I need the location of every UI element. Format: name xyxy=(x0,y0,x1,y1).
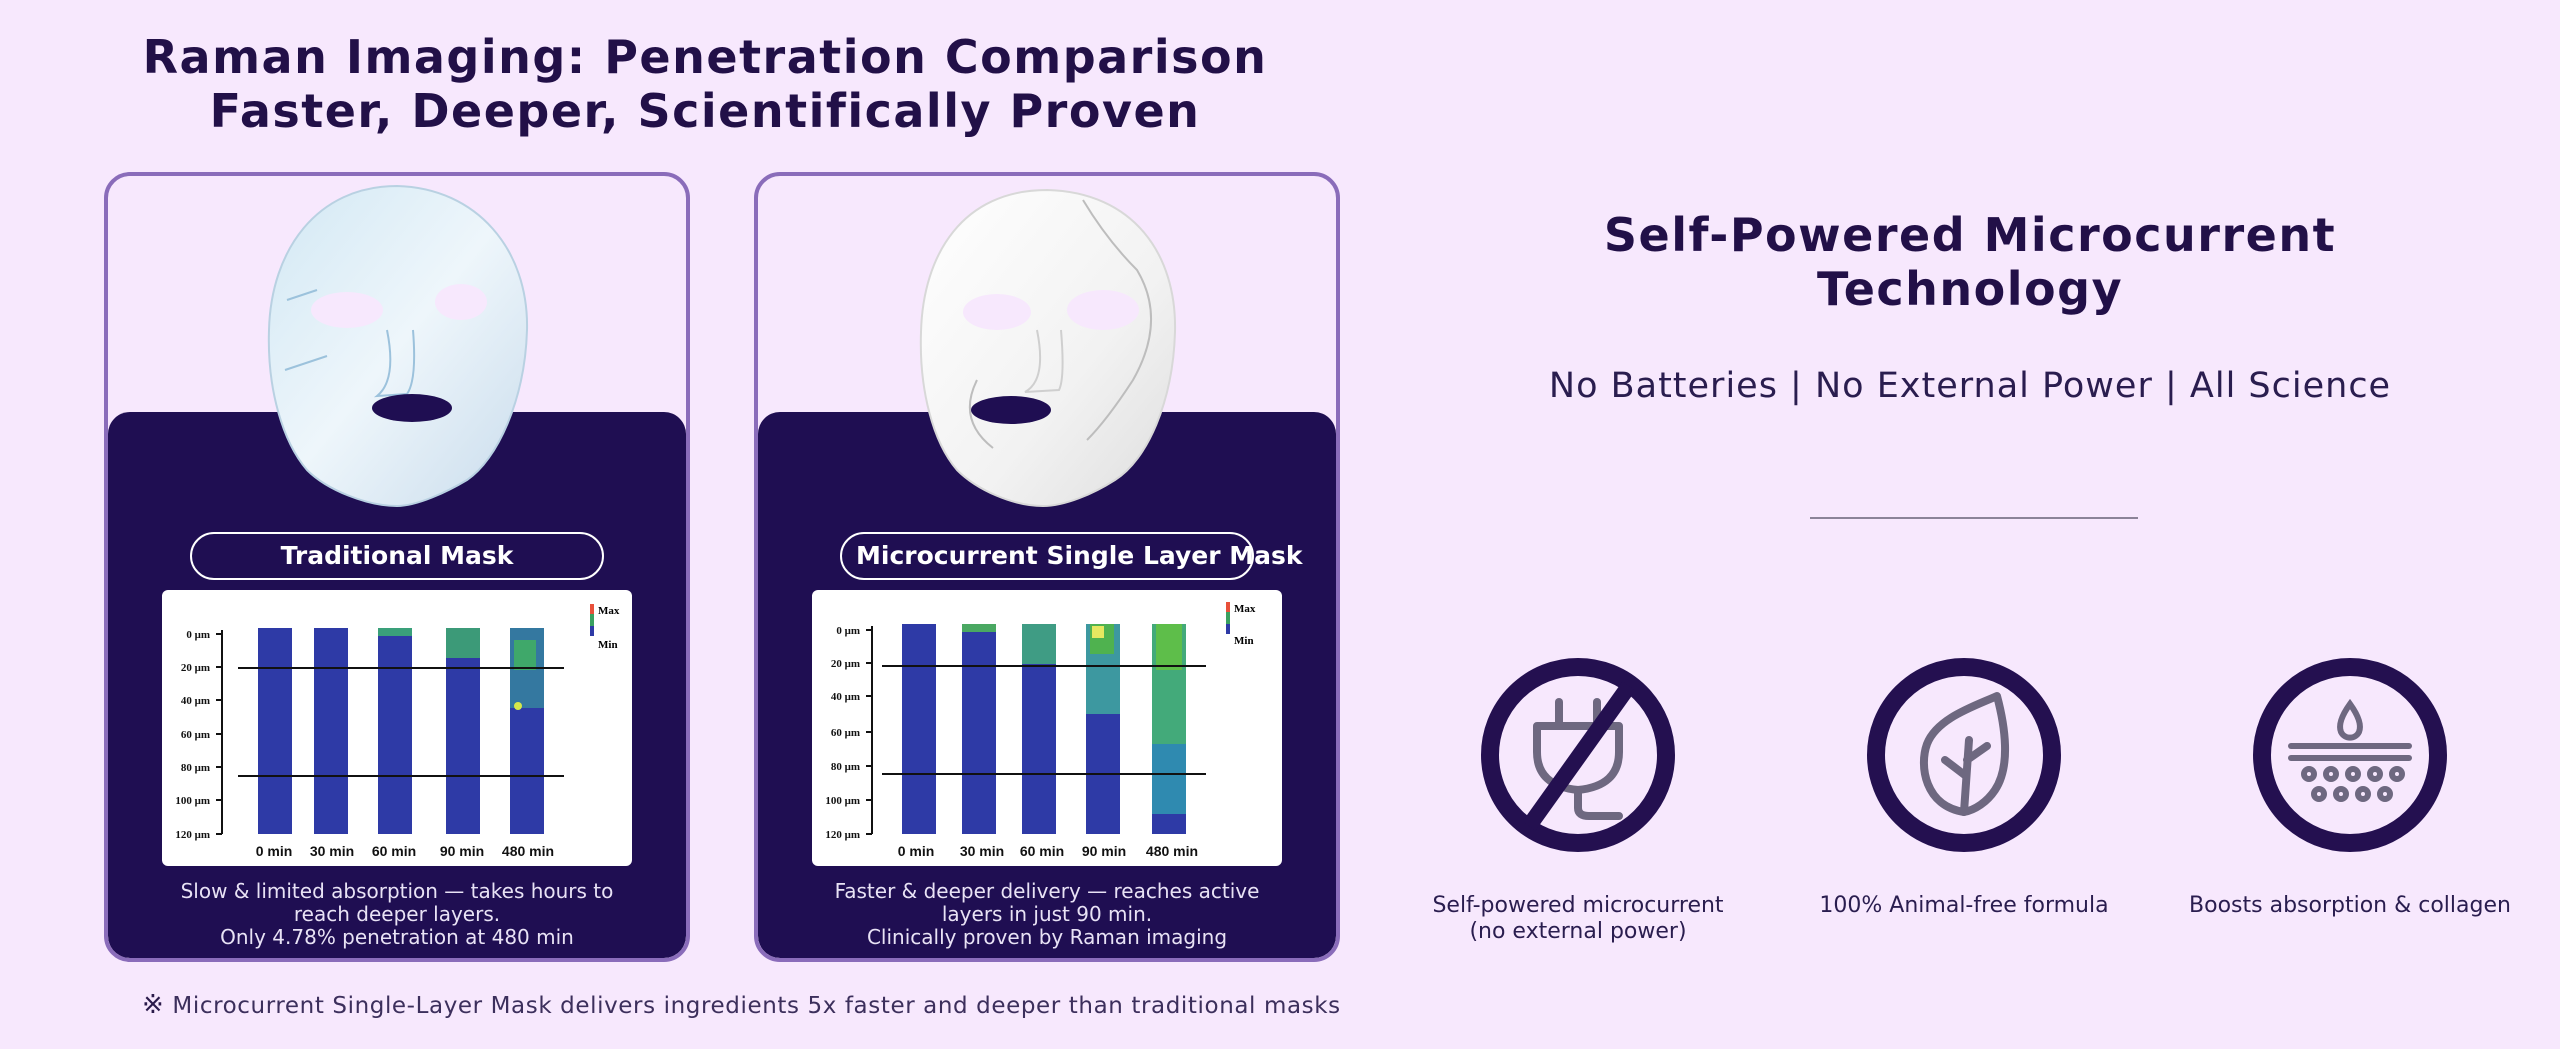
y-tick-100: 100 μm xyxy=(175,795,210,807)
microcurrent-raman-chart: 0 μm 20 μm 40 μm 60 μm 80 μm 100 μm 120 … xyxy=(812,590,1282,866)
x-label-30: 30 min xyxy=(310,843,354,859)
comparison-title: Raman Imaging: Penetration Comparison Fa… xyxy=(100,30,1310,138)
section-divider xyxy=(1810,517,2138,519)
y-tick-20: 20 μm xyxy=(181,662,210,674)
y-tick-0: 0 μm xyxy=(186,629,210,641)
feature-label-line: 100% Animal-free formula xyxy=(1819,893,2109,918)
feature-label-absorption: Boosts absorption & collagen xyxy=(2150,893,2550,919)
caption-line: Clinically proven by Raman imaging xyxy=(866,925,1228,949)
microcurrent-mask-card: Microcurrent Single Layer Mask 0 μm 20 μ… xyxy=(754,172,1340,962)
caption-line: Slow & limited absorption — takes hours … xyxy=(180,879,614,903)
microcurrent-mask-label: Microcurrent Single Layer Mask xyxy=(840,532,1303,580)
comparison-title-line1: Raman Imaging: Penetration Comparison xyxy=(142,30,1268,84)
technology-title-line2: Technology xyxy=(1816,262,2124,316)
y-tick-60: 60 μm xyxy=(831,727,860,739)
x-label-480: 480 min xyxy=(1146,843,1198,859)
bar-0min xyxy=(258,628,292,834)
microcurrent-mask-image xyxy=(758,180,1336,510)
microcurrent-chart-svg: 0 μm 20 μm 40 μm 60 μm 80 μm 100 μm 120 … xyxy=(825,602,1256,859)
traditional-caption: Slow & limited absorption — takes hours … xyxy=(128,880,666,949)
y-tick-40: 40 μm xyxy=(831,691,860,703)
technology-title: Self-Powered Microcurrent Technology xyxy=(1420,208,2520,316)
feature-label-line: (no external power) xyxy=(1469,919,1687,944)
y-tick-100: 100 μm xyxy=(825,795,860,807)
x-label-480: 480 min xyxy=(502,843,554,859)
traditional-mask-card: Traditional Mask 0 μm 20 μm 40 μm 60 μm … xyxy=(104,172,690,962)
x-label-60: 60 min xyxy=(372,843,416,859)
feature-label-self-powered: Self-powered microcurrent (no external p… xyxy=(1378,893,1778,945)
y-tick-80: 80 μm xyxy=(831,761,860,773)
x-label-90: 90 min xyxy=(1082,843,1126,859)
x-label-0: 0 min xyxy=(256,843,293,859)
traditional-raman-chart: 0 μm 20 μm 40 μm 60 μm 80 μm 100 μm 120 … xyxy=(162,590,632,866)
y-tick-120: 120 μm xyxy=(825,829,860,841)
leaf-icon xyxy=(1865,656,2063,854)
footnote-text: Microcurrent Single-Layer Mask delivers … xyxy=(172,993,1341,1019)
traditional-chart-svg: 0 μm 20 μm 40 μm 60 μm 80 μm 100 μm 120 … xyxy=(175,604,620,859)
legend-max: Max xyxy=(1234,603,1256,615)
feature-label-line: Self-powered microcurrent xyxy=(1432,893,1724,918)
reference-mark-icon: ※ xyxy=(142,990,165,1020)
caption-line: layers in just 90 min. xyxy=(941,902,1153,926)
x-label-90: 90 min xyxy=(440,843,484,859)
traditional-mask-image xyxy=(108,180,686,510)
bar-0min xyxy=(902,624,936,834)
x-label-30: 30 min xyxy=(960,843,1004,859)
bar-90min xyxy=(446,628,480,834)
feature-label-animal-free: 100% Animal-free formula xyxy=(1764,893,2164,919)
technology-title-line1: Self-Powered Microcurrent xyxy=(1603,208,2337,262)
x-label-60: 60 min xyxy=(1020,843,1064,859)
y-tick-40: 40 μm xyxy=(181,695,210,707)
traditional-mask-label: Traditional Mask xyxy=(190,532,604,580)
microcurrent-caption: Faster & deeper delivery — reaches activ… xyxy=(778,880,1316,949)
comparison-title-line2: Faster, Deeper, Scientifically Proven xyxy=(209,84,1201,138)
legend-max: Max xyxy=(598,605,620,617)
y-tick-60: 60 μm xyxy=(181,729,210,741)
legend-min: Min xyxy=(1234,635,1254,647)
feature-label-line: Boosts absorption & collagen xyxy=(2189,893,2511,918)
legend-min: Min xyxy=(598,639,618,651)
caption-line: reach deeper layers. xyxy=(293,902,501,926)
y-tick-20: 20 μm xyxy=(831,658,860,670)
caption-line: Faster & deeper delivery — reaches activ… xyxy=(834,879,1260,903)
bar-30min xyxy=(962,624,996,834)
no-plug-icon xyxy=(1479,656,1677,854)
technology-subtitle: No Batteries | No External Power | All S… xyxy=(1548,366,2392,406)
y-tick-120: 120 μm xyxy=(175,829,210,841)
caption-line: Only 4.78% penetration at 480 min xyxy=(220,925,574,949)
y-tick-80: 80 μm xyxy=(181,762,210,774)
footnote: ※ Microcurrent Single-Layer Mask delivers… xyxy=(142,990,1341,1020)
absorption-icon xyxy=(2251,656,2449,854)
x-label-0: 0 min xyxy=(898,843,935,859)
bar-30min xyxy=(314,628,348,834)
y-tick-0: 0 μm xyxy=(836,625,860,637)
bar-60min xyxy=(378,628,412,834)
